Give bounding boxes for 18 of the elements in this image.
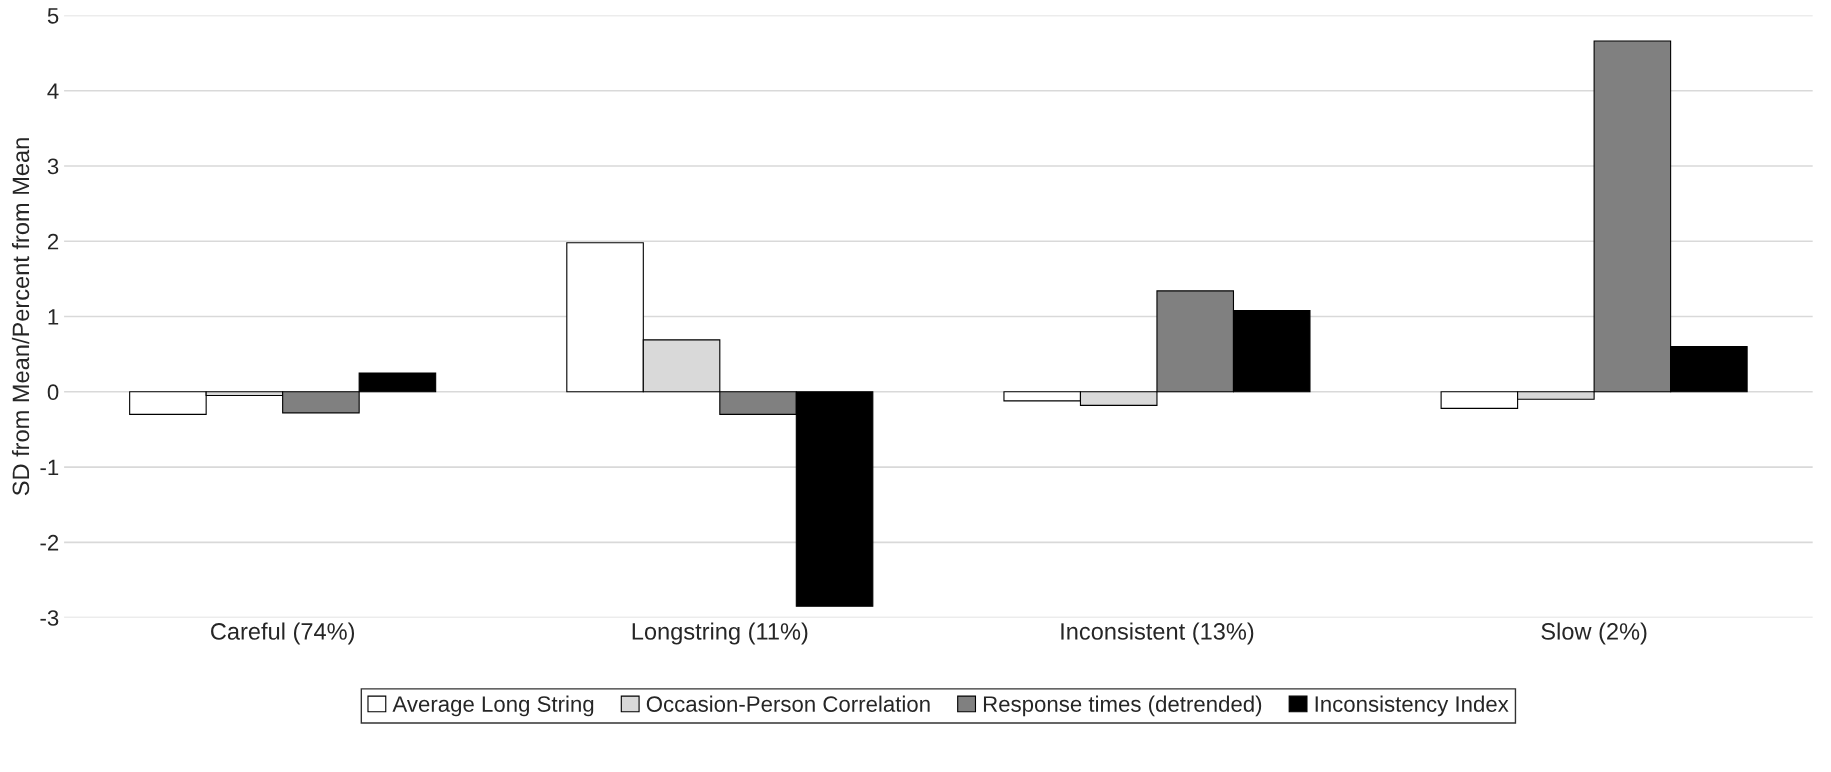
y-tick-label: 5: [47, 8, 59, 24]
y-tick-label: 0: [47, 384, 59, 401]
y-axis-title: SD from Mean/Percent from Mean: [11, 138, 30, 496]
legend-label: Occasion-Person Correlation: [646, 695, 930, 712]
y-tick-label: 3: [47, 158, 59, 175]
x-tick-label: Inconsistent (13%): [1061, 622, 1254, 645]
x-tick-label: Slow (2%): [1541, 622, 1647, 645]
y-tick-label: 2: [47, 233, 59, 250]
y-tick-label: -3: [40, 610, 59, 626]
y-tick-label: 4: [47, 83, 59, 99]
legend-label: Response times (detrended): [983, 695, 1262, 717]
legend-label: Average Long String: [392, 695, 594, 717]
y-tick-label: -2: [40, 534, 59, 551]
x-tick-label: Longstring (11%): [632, 622, 808, 645]
legend-label: Inconsistency Index: [1315, 695, 1509, 717]
y-tick-label: 1: [48, 309, 59, 325]
y-tick-label: -1: [40, 459, 59, 476]
x-tick-label: Careful (74%): [211, 622, 355, 645]
